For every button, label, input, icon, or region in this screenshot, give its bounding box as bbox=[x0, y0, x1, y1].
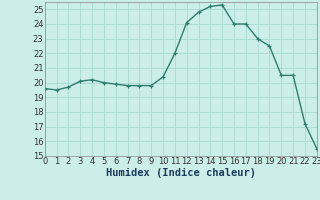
X-axis label: Humidex (Indice chaleur): Humidex (Indice chaleur) bbox=[106, 168, 256, 178]
